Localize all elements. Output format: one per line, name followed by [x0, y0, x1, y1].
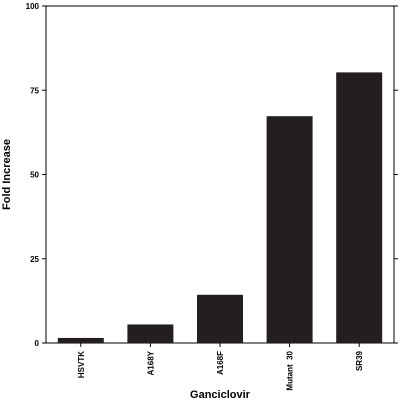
y-tick-label: 100	[26, 2, 40, 11]
x-tick-label: Mutant 30	[286, 350, 295, 390]
labels: 0 25 50 75 100 HSVTK A168Y A168F Mutant 30 SR39 Ga…	[1, 2, 364, 401]
y-tick-label: 50	[30, 171, 39, 180]
x-tick-label: SR39	[355, 350, 364, 371]
bar-a168f	[197, 294, 243, 343]
x-tick-label: A168Y	[146, 350, 155, 375]
bar-mutant-30	[266, 116, 313, 343]
y-tick-label: 25	[30, 255, 39, 264]
bar-hsvtk	[57, 337, 104, 343]
bar-sr39	[336, 72, 383, 343]
y-axis-title: Fold Increase	[1, 139, 13, 210]
y-tick-label: 75	[30, 86, 39, 95]
x-tick-label: A168F	[216, 351, 225, 375]
bar-a168y	[127, 324, 174, 343]
bars	[57, 72, 383, 343]
x-axis-title: Ganciclovir	[190, 389, 251, 401]
x-tick-label: HSVTK	[77, 351, 86, 378]
y-tick-label: 0	[35, 339, 40, 348]
